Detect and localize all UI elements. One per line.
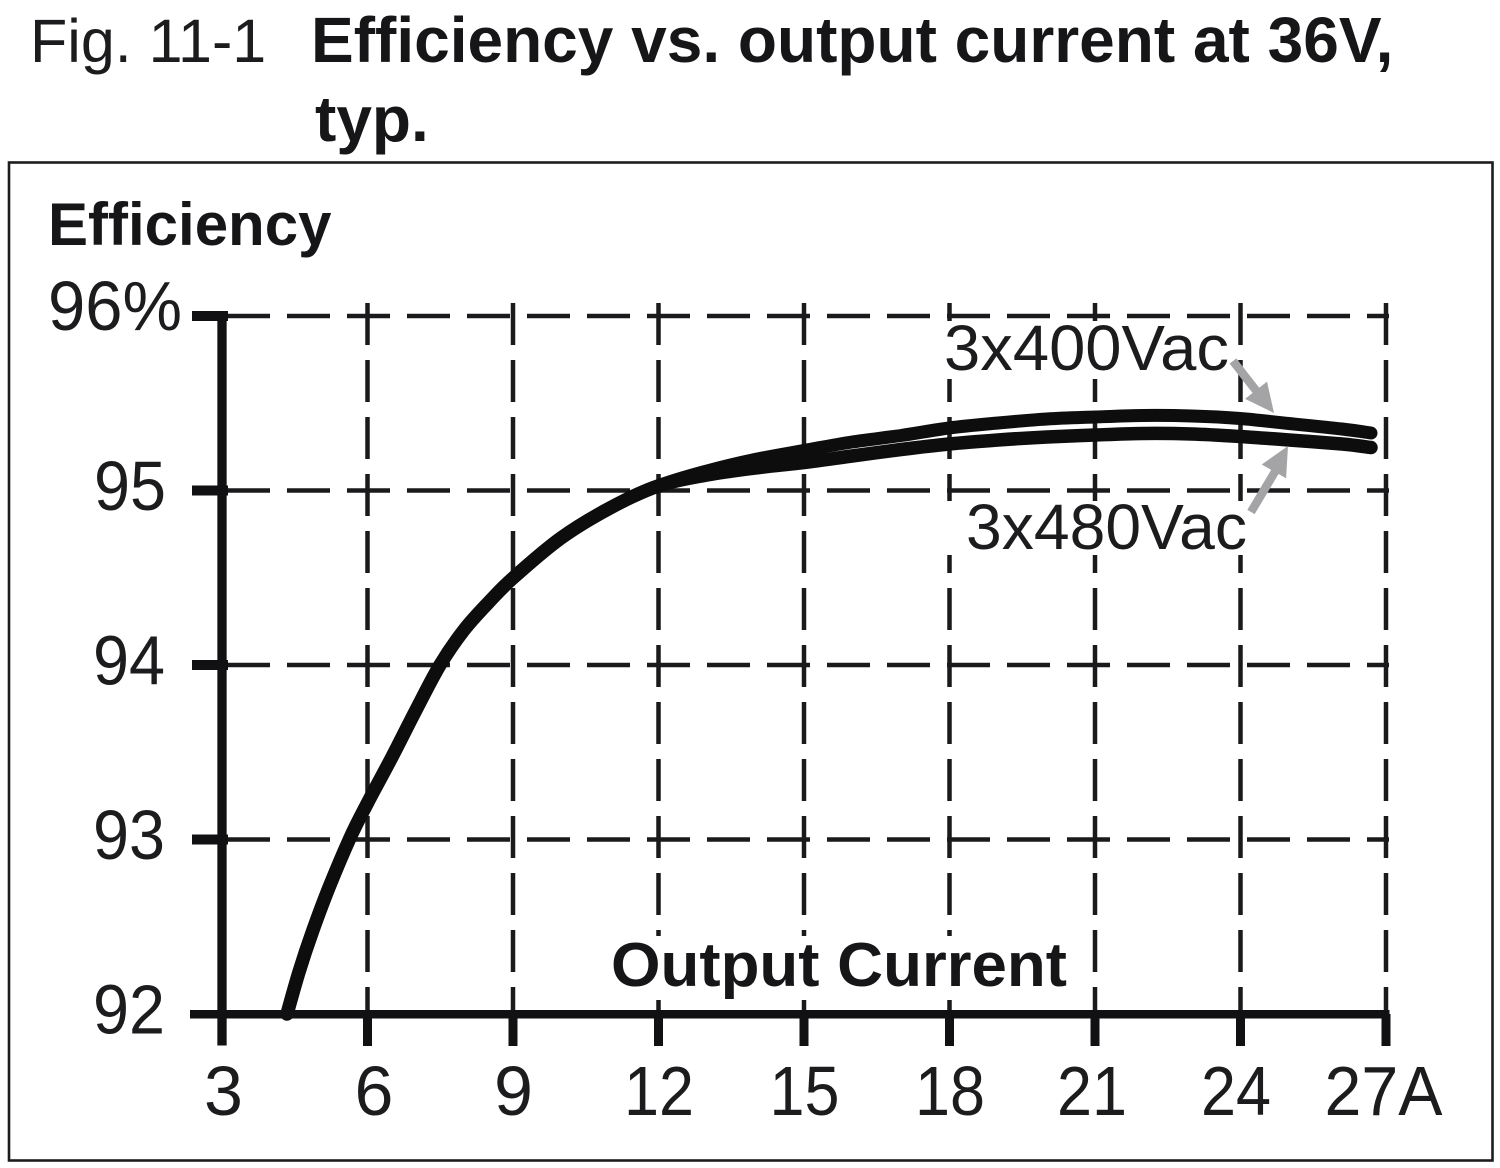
svg-text:18: 18 xyxy=(915,1052,985,1130)
svg-text:Output Current: Output Current xyxy=(611,931,1067,1000)
svg-text:27A: 27A xyxy=(1325,1052,1443,1130)
svg-text:Fig. 11-1: Fig. 11-1 xyxy=(30,7,266,75)
svg-text:21: 21 xyxy=(1057,1052,1127,1130)
svg-text:3x480Vac: 3x480Vac xyxy=(966,491,1247,563)
svg-text:9: 9 xyxy=(494,1052,533,1130)
svg-text:24: 24 xyxy=(1201,1052,1271,1130)
svg-text:92: 92 xyxy=(93,971,165,1049)
svg-text:96%: 96% xyxy=(48,267,182,345)
svg-text:3: 3 xyxy=(204,1052,243,1130)
svg-text:6: 6 xyxy=(355,1052,394,1130)
svg-text:94: 94 xyxy=(93,622,165,700)
svg-text:Efficiency vs. output current: Efficiency vs. output current at 36V, xyxy=(311,4,1393,76)
svg-text:Efficiency: Efficiency xyxy=(48,191,332,258)
svg-text:95: 95 xyxy=(94,447,166,525)
svg-text:typ.: typ. xyxy=(315,83,429,155)
svg-text:12: 12 xyxy=(624,1052,694,1130)
svg-text:15: 15 xyxy=(770,1052,840,1130)
svg-text:3x400Vac: 3x400Vac xyxy=(944,312,1229,384)
svg-text:93: 93 xyxy=(93,796,165,874)
